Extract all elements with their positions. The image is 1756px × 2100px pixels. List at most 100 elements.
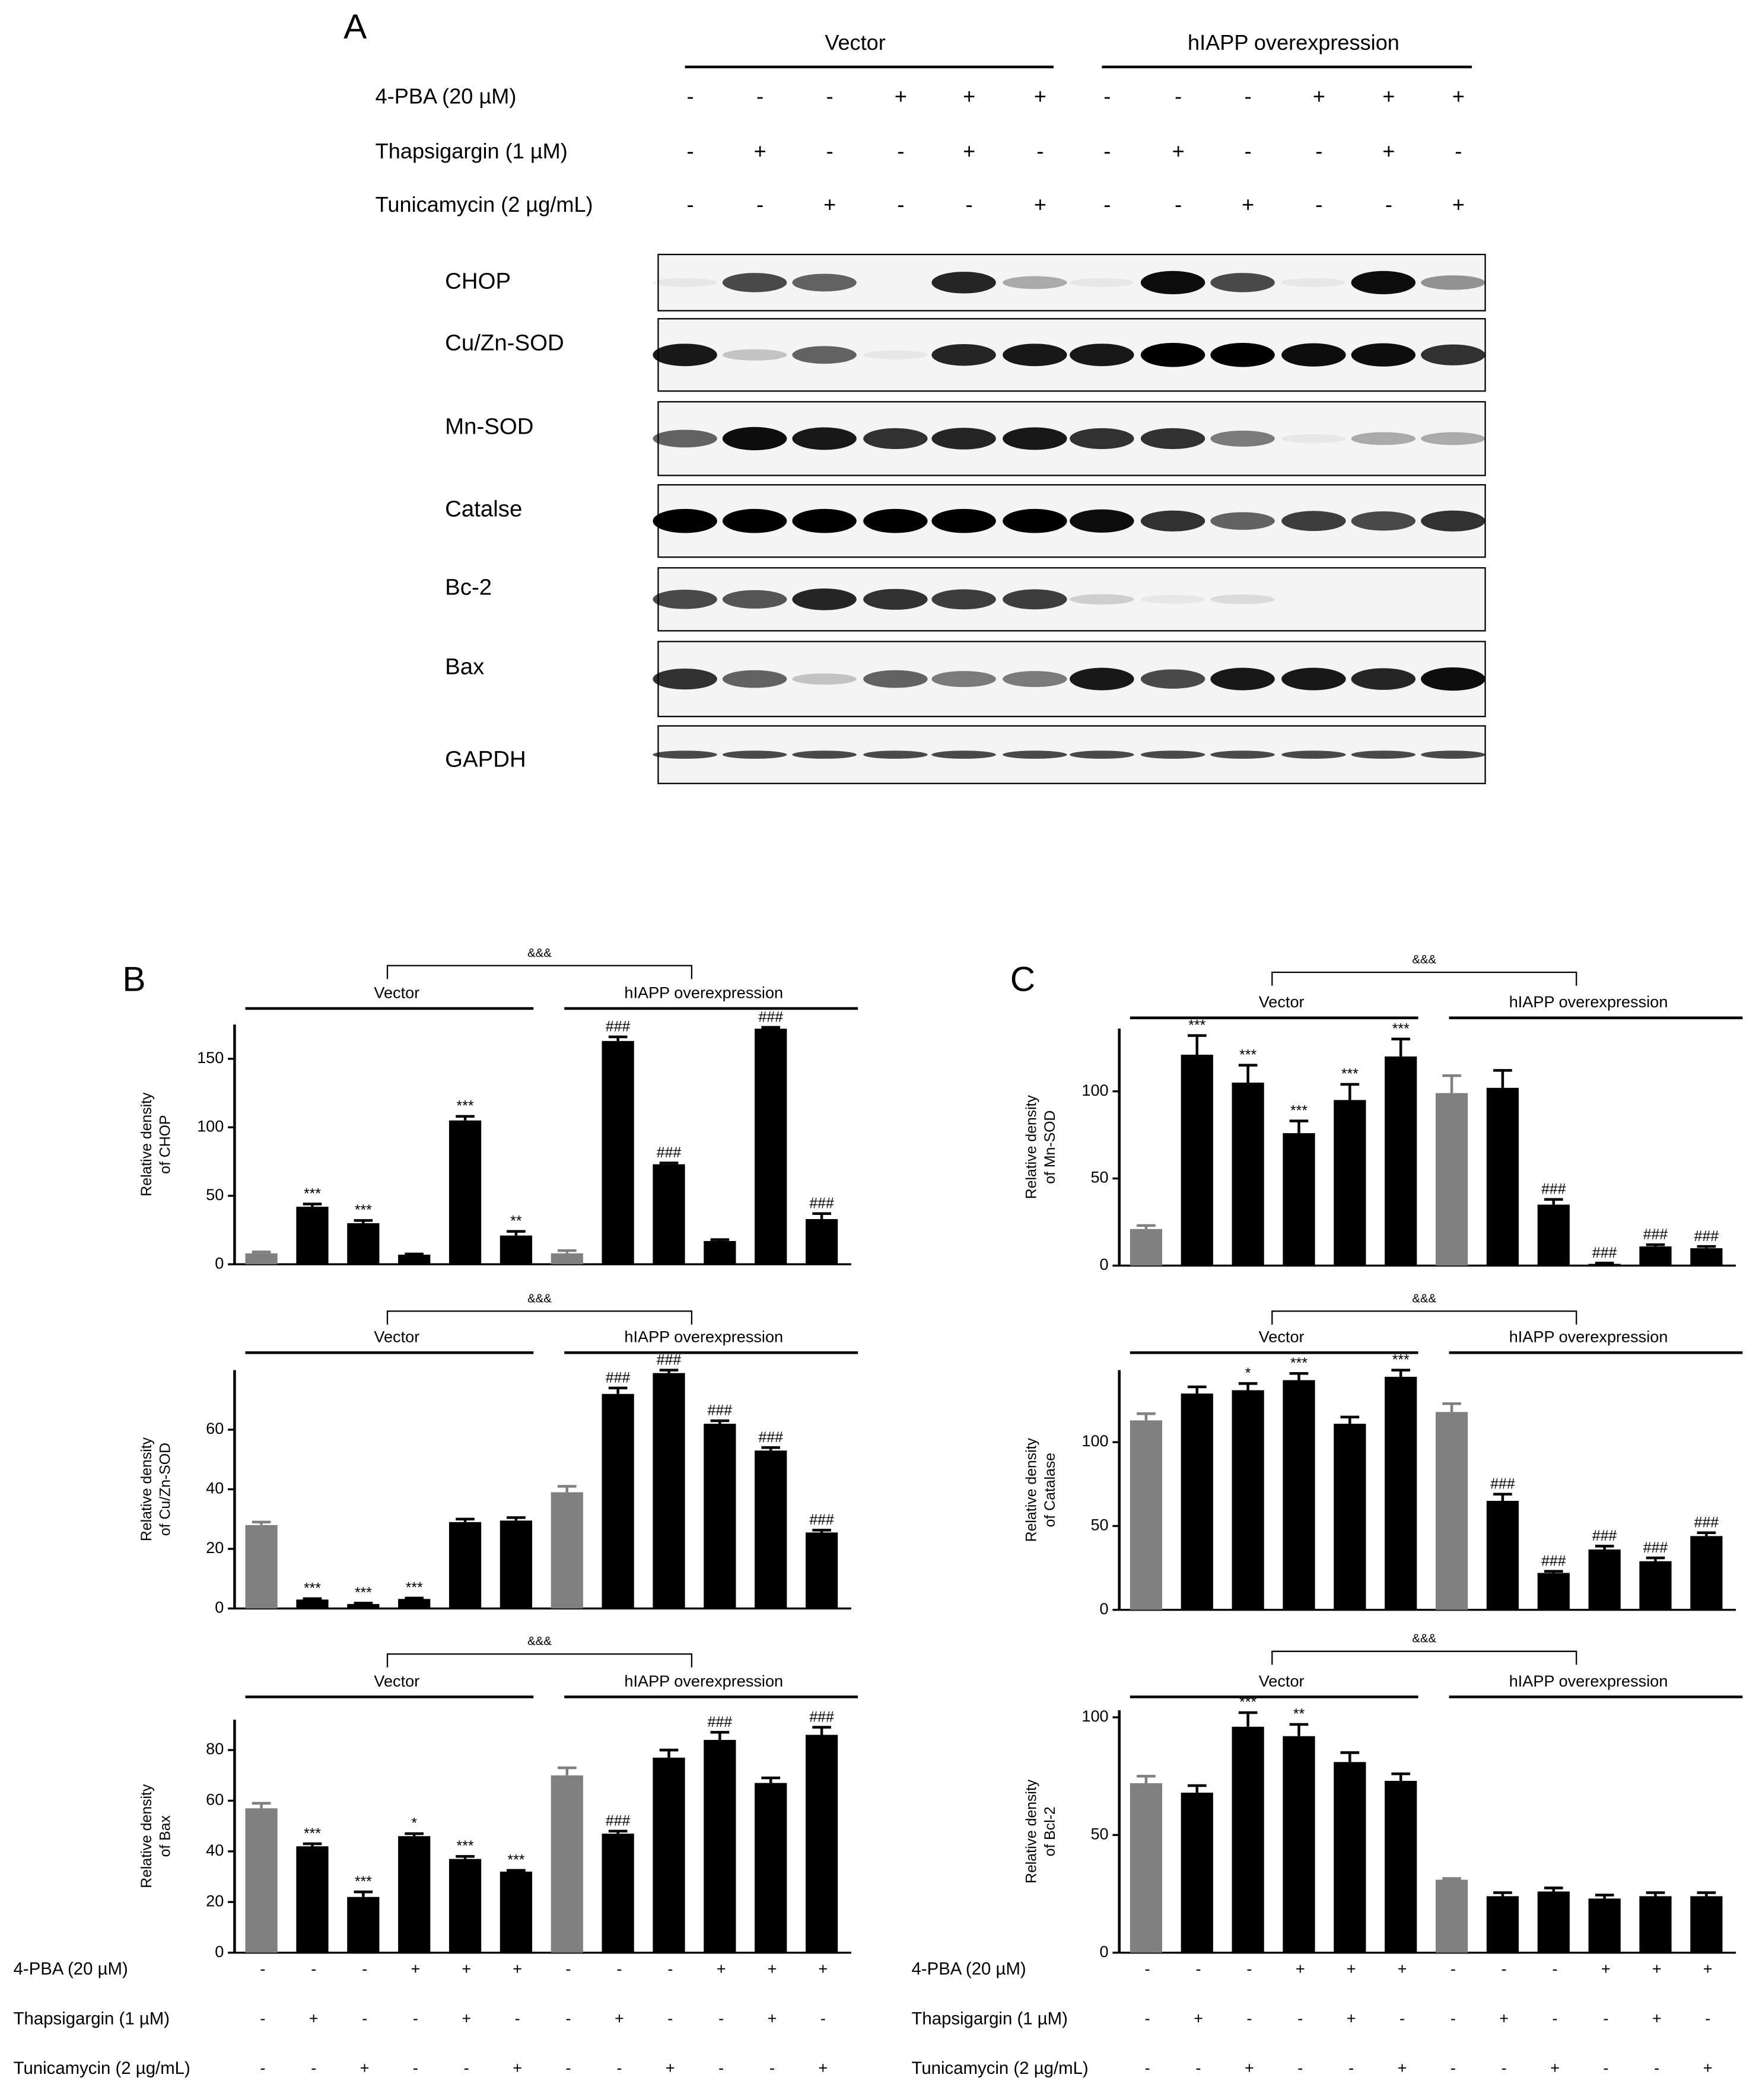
blot-band <box>653 590 717 609</box>
panel-label: B <box>122 960 145 998</box>
y-tick-label: 20 <box>206 1538 224 1557</box>
treatment-label: 4-PBA (20 µM) <box>14 1959 128 1979</box>
y-tick-label: 100 <box>1081 1707 1108 1725</box>
blot-band <box>931 508 996 533</box>
significance-label: *** <box>1290 1103 1308 1119</box>
y-tick-label: 40 <box>206 1841 224 1859</box>
blot-band <box>1210 430 1275 447</box>
bar <box>1588 1549 1621 1610</box>
panel-label: A <box>343 8 367 46</box>
treatment-sign: + <box>963 139 975 163</box>
bar <box>1181 1054 1213 1266</box>
blot-band <box>1140 594 1205 604</box>
significance-label: *** <box>457 1099 474 1115</box>
blot-band <box>931 428 996 450</box>
blot-band <box>1140 342 1205 367</box>
treatment-sign: - <box>718 2058 724 2077</box>
blot-band <box>1421 275 1485 290</box>
treatment-sign: - <box>616 1959 622 1978</box>
blot-band <box>1210 594 1275 604</box>
blot-band <box>1281 750 1346 759</box>
treatment-sign: - <box>1297 2058 1303 2077</box>
treatment-sign: + <box>1601 1959 1611 1978</box>
error-bar <box>710 1419 730 1424</box>
blot-band <box>1070 594 1134 605</box>
blot-band <box>1281 511 1346 532</box>
blot-band <box>863 508 928 533</box>
bar <box>1232 1390 1264 1610</box>
treatment-sign: + <box>1703 1959 1713 1978</box>
blot-band <box>1421 510 1485 532</box>
treatment-sign: + <box>1652 1959 1662 1978</box>
blot-band <box>792 588 857 610</box>
blot-band <box>863 350 928 359</box>
blot-band <box>1421 750 1485 759</box>
blot-band <box>1281 278 1346 287</box>
blot-band <box>1351 271 1416 295</box>
blot-band <box>722 590 787 609</box>
group-label: hIAPP overexpression <box>1509 1328 1668 1346</box>
bar <box>1537 1573 1570 1610</box>
significance-label: ### <box>759 1430 784 1446</box>
y-axis-label: Relative density <box>139 1784 155 1888</box>
blot-band <box>653 343 717 367</box>
blot-band <box>931 671 996 688</box>
treatment-sign: - <box>687 192 694 217</box>
treatment-sign: - <box>966 192 973 217</box>
blot-band <box>792 346 857 364</box>
bar <box>1385 1781 1417 1953</box>
bracket-label: &&& <box>527 947 552 960</box>
bar <box>1486 1087 1519 1266</box>
group-label: hIAPP overexpression <box>624 1328 783 1346</box>
error-bar <box>405 1596 424 1600</box>
error-bar <box>761 1446 781 1451</box>
treatment-sign: - <box>566 1959 571 1978</box>
treatment-sign: - <box>413 2058 418 2077</box>
blot-band <box>1003 427 1067 450</box>
treatment-sign: - <box>1175 192 1182 217</box>
bar <box>347 1897 380 1953</box>
significance-label: *** <box>304 1826 321 1842</box>
y-tick-label: 100 <box>1081 1081 1108 1099</box>
bar <box>296 1846 329 1953</box>
significance-label: *** <box>355 1874 372 1890</box>
bar <box>805 1532 838 1609</box>
treatment-label: Thapsigargin (1 µM) <box>376 139 568 163</box>
bar <box>1690 1896 1723 1953</box>
error-bar <box>1646 1243 1665 1247</box>
group-label: hIAPP overexpression <box>624 1672 783 1690</box>
treatment-sign: - <box>260 2058 265 2077</box>
treatment-sign: - <box>616 2058 622 2077</box>
bar <box>805 1219 838 1265</box>
treatment-sign: - <box>1450 2058 1456 2077</box>
treatment-sign: - <box>464 2058 469 2077</box>
error-bar <box>1187 1385 1207 1394</box>
bar <box>551 1253 583 1265</box>
bracket-label: &&& <box>1412 1633 1436 1646</box>
error-bar <box>608 1829 628 1834</box>
error-bar <box>1238 1711 1258 1727</box>
y-tick-label: 0 <box>1100 1255 1109 1274</box>
treatment-label: Thapsigargin (1 µM) <box>14 2009 170 2028</box>
treatment-sign: + <box>411 1959 421 1978</box>
y-tick-label: 50 <box>1090 1824 1108 1843</box>
blot-band <box>722 349 787 361</box>
blot-band <box>653 750 717 759</box>
blot-band <box>792 508 857 533</box>
y-tick-label: 60 <box>206 1790 224 1809</box>
error-bar <box>710 1730 730 1740</box>
treatment-sign: + <box>513 2058 522 2077</box>
treatment-sign: + <box>1347 2009 1356 2028</box>
bar <box>398 1836 431 1953</box>
error-bar <box>608 1386 628 1394</box>
bar <box>1385 1056 1417 1266</box>
error-bar <box>1238 1382 1258 1391</box>
treatment-sign: + <box>513 1959 522 1978</box>
bar <box>1486 1896 1519 1953</box>
error-bar <box>1544 1198 1563 1205</box>
bar <box>1435 1879 1468 1953</box>
bracket-label: &&& <box>1412 953 1436 966</box>
bar <box>1537 1204 1570 1266</box>
treatment-sign: + <box>1034 84 1046 108</box>
